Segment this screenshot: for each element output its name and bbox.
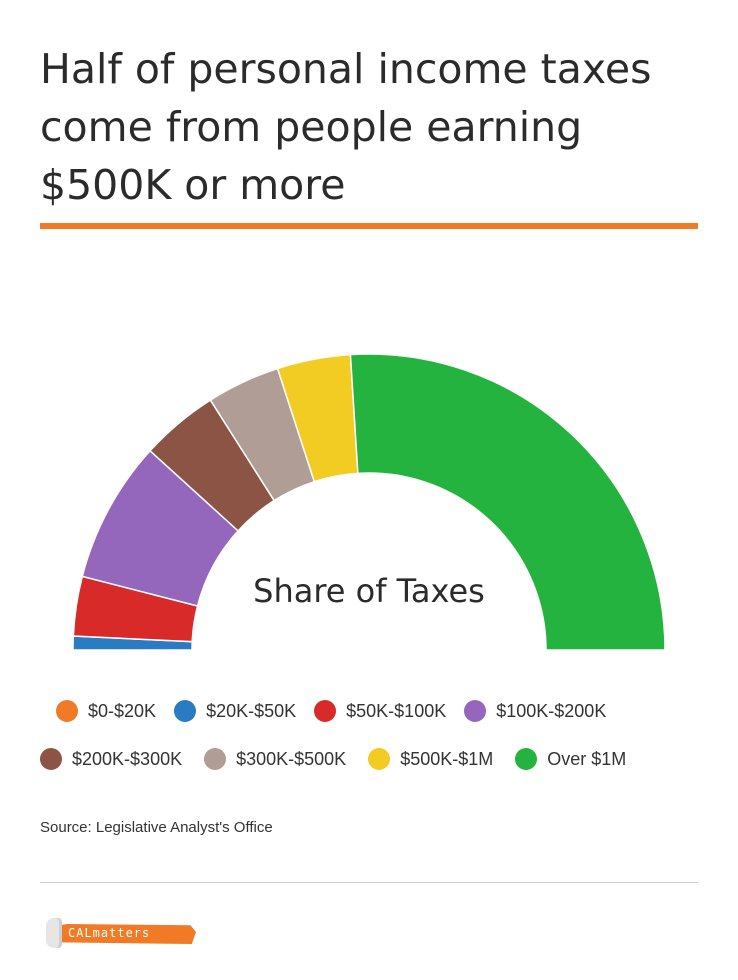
calmatters-logo: CALmatters [46, 918, 196, 948]
legend-swatch [40, 748, 62, 770]
legend-item-over-1m: Over $1M [515, 748, 626, 770]
legend-swatch [314, 700, 337, 722]
legend-swatch [515, 748, 538, 770]
legend-label: $50K-$100K [346, 700, 447, 721]
legend-swatch [56, 700, 78, 722]
legend-row-2: $200K-$300K $300K-$500K $500K-$1M Over $1M [40, 748, 700, 770]
chart-center-label: Share of Taxes [253, 572, 485, 610]
legend-label: $500K-$1M [400, 748, 494, 769]
title-divider [40, 223, 698, 229]
chart-slices [72, 353, 666, 651]
half-donut-chart: Share of Taxes [72, 353, 666, 651]
legend-label: $200K-$300K [72, 748, 183, 769]
legend-swatch [368, 748, 391, 770]
legend-label: $300K-$500K [236, 748, 347, 769]
legend-label: $0-$20K [88, 700, 157, 721]
source-note: Source: Legislative Analyst's Office [40, 819, 273, 836]
legend-label: $100K-$200K [496, 700, 607, 721]
slice-over-1m [349, 353, 666, 651]
chart-title: Half of personal income taxes come from … [40, 45, 652, 209]
legend-item-200k-300k: $200K-$300K [40, 748, 182, 770]
legend-item-100k-200k: $100K-$200K [464, 700, 606, 722]
legend-swatch [174, 700, 197, 722]
legend-label: $20K-$50K [206, 700, 297, 721]
legend-row-1: $0-$20K $20K-$50K $50K-$100K $100K-$200K [40, 700, 700, 722]
legend-swatch [204, 748, 227, 770]
legend-swatch [464, 700, 487, 722]
legend-label: Over $1M [547, 748, 627, 769]
logo-brush-bar [56, 924, 196, 944]
legend-item-0-20k: $0-$20K [56, 700, 156, 722]
footer-divider [40, 882, 698, 883]
legend-item-20k-50k: $20K-$50K [174, 700, 296, 722]
legend-item-50k-100k: $50K-$100K [314, 700, 446, 722]
legend-item-300k-500k: $300K-$500K [204, 748, 346, 770]
logo-paper-curl [46, 918, 62, 948]
legend-item-500k-1m: $500K-$1M [368, 748, 493, 770]
logo-text: CALmatters [68, 926, 151, 940]
